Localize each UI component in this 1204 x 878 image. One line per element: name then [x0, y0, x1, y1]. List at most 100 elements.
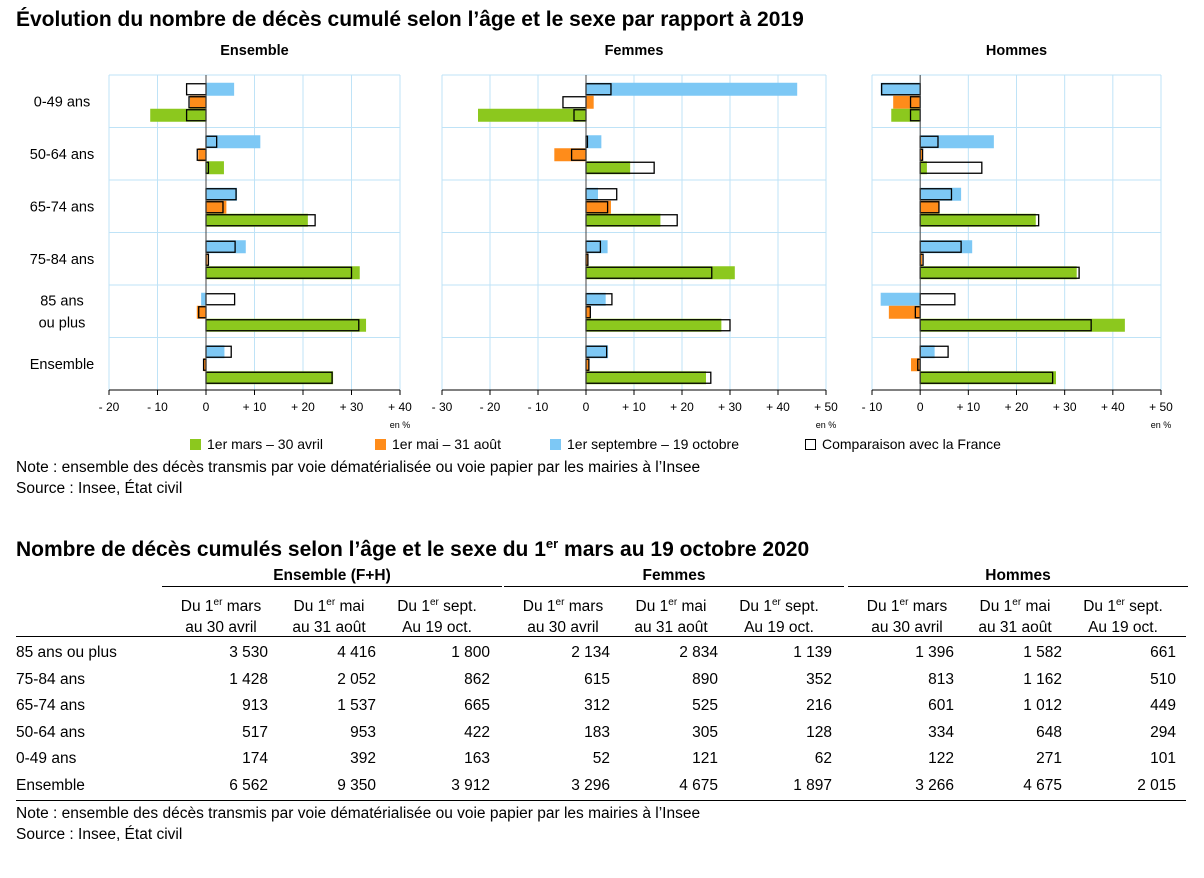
bar-sept — [206, 345, 225, 359]
table-cell: 128 — [806, 723, 832, 741]
x-tick-label: + 50 — [814, 400, 838, 414]
column-header-line2: Au 19 oct. — [402, 619, 472, 637]
legend-item: 1er mai – 31 août — [375, 436, 501, 452]
table-cell: 216 — [806, 697, 832, 714]
chart-source: Source : Insee, État civil — [16, 480, 183, 497]
bar-sept — [206, 187, 238, 201]
bar-france-outline — [919, 161, 983, 174]
table-column-header: Du 1er mai au 31 août — [274, 592, 384, 638]
table-cell: 3 296 — [571, 776, 610, 794]
table-column-header: Du 1er mai au 31 août — [616, 592, 726, 638]
column-header-line1: Du 1er sept. — [724, 592, 834, 617]
table-row: 65-74 ans 913 1 537 665 312 525 216 601 1 012 449 — [16, 693, 1186, 719]
category-label: 85 ans — [40, 293, 84, 309]
column-header-sup: er — [1012, 597, 1022, 608]
bar-mai — [893, 95, 921, 109]
row-label: 85 ans ou plus — [16, 644, 117, 661]
x-tick-label: + 30 — [340, 400, 364, 414]
legend-swatch — [190, 438, 201, 450]
bar-sept — [920, 135, 994, 149]
table-cell: 62 — [814, 750, 832, 767]
bar-mai — [206, 253, 208, 267]
table-title-main: Nombre de décès cumulés selon l’âge et l… — [16, 538, 546, 561]
x-tick-label: - 10 — [147, 400, 168, 414]
table-cell: 4 675 — [679, 776, 718, 794]
column-header-line1: Du 1er mars — [852, 592, 962, 617]
table-cell: 174 — [242, 750, 268, 767]
x-tick-label: + 20 — [670, 400, 694, 414]
table-cell: 2 052 — [337, 670, 376, 688]
table-note: Note : ensemble des décès transmis par v… — [16, 805, 701, 822]
column-header-line1: Du 1er sept. — [1068, 592, 1178, 617]
table-cell: 121 — [692, 750, 718, 767]
x-tick-label: 0 — [917, 400, 924, 414]
table-column-header: Du 1er sept. Au 19 oct. — [382, 592, 492, 638]
table-cell: 422 — [464, 723, 490, 741]
bar-mars — [586, 161, 631, 175]
bar-mai — [586, 253, 588, 267]
column-header-text: Du 1 — [293, 598, 327, 616]
column-header-line2: au 31 août — [634, 619, 708, 637]
unit-label: en % — [816, 420, 837, 430]
x-tick-label: + 20 — [291, 400, 315, 414]
table-cell: 3 266 — [915, 776, 954, 794]
column-header-text: Du 1 — [397, 598, 430, 616]
table-column-header: Du 1er mars au 30 avril — [508, 592, 618, 638]
legend-item: 1er mars – 30 avril — [190, 436, 323, 452]
bar-mars — [586, 371, 706, 385]
chart-title: Évolution du nombre de décès cumulé selo… — [16, 8, 804, 31]
column-header-line2: au 30 avril — [185, 619, 257, 637]
table-row: 75-84 ans 1 428 2 052 862 615 890 352 813 1 162 5… — [16, 667, 1186, 693]
bar-mai — [911, 358, 921, 372]
panel-title: Ensemble — [220, 43, 289, 59]
table-cell: 449 — [1150, 697, 1176, 714]
table-group-header: Femmes — [504, 566, 844, 587]
column-header-text: mai — [677, 598, 707, 616]
table-cell: 6 562 — [229, 776, 268, 794]
x-tick-label: + 10 — [243, 400, 267, 414]
column-header-line2: au 31 août — [292, 619, 366, 637]
legend-item: Comparaison avec la France — [805, 436, 1001, 452]
bar-sept — [586, 135, 602, 149]
table-cell: 1 428 — [229, 670, 268, 688]
x-tick-label: - 10 — [862, 400, 883, 414]
table-cell: 890 — [692, 670, 718, 688]
table-row: Ensemble 6 562 9 350 3 912 3 296 4 675 1 897 3 … — [16, 773, 1186, 799]
column-header-sup: er — [771, 597, 781, 608]
unit-label: en % — [1151, 420, 1172, 430]
column-header-line2: au 31 août — [978, 619, 1052, 637]
row-label: 50-64 ans — [16, 723, 85, 741]
row-label: 65-74 ans — [16, 697, 85, 714]
table-cell: 392 — [350, 750, 376, 767]
bar-sept — [206, 240, 246, 254]
table-cell: 4 416 — [337, 644, 376, 661]
column-header-line2: au 30 avril — [527, 619, 599, 637]
column-header-text: Du 1 — [739, 598, 772, 616]
table-cell: 122 — [928, 750, 954, 767]
table-cell: 1 800 — [451, 644, 490, 661]
table-cell: 648 — [1036, 723, 1062, 741]
unit-label: en % — [390, 420, 411, 430]
x-tick-label: - 10 — [528, 400, 549, 414]
column-header-line2: Au 19 oct. — [744, 619, 814, 637]
column-header-line2: Au 19 oct. — [1088, 619, 1158, 637]
table-column-header: Du 1er sept. Au 19 oct. — [724, 592, 834, 638]
table-cell: 52 — [592, 750, 610, 767]
table-column-header: Du 1er mai au 31 août — [960, 592, 1070, 638]
column-header-text: mai — [335, 598, 365, 616]
legend-swatch — [550, 438, 561, 450]
legend-item: 1er septembre – 19 octobre — [550, 436, 739, 452]
x-tick-label: + 20 — [1005, 400, 1029, 414]
bar-mars — [586, 213, 661, 227]
column-header-line1: Du 1er mai — [274, 592, 384, 617]
legend-label: 1er mars – 30 avril — [207, 436, 323, 452]
bar-mai — [586, 358, 589, 372]
column-header-text: sept. — [1124, 598, 1163, 616]
table-cell: 271 — [1036, 750, 1062, 767]
table-group-header: Ensemble (F+H) — [162, 566, 502, 587]
row-label: Ensemble — [16, 776, 85, 794]
table-cell: 862 — [464, 670, 490, 688]
bar-france-outline — [562, 96, 587, 109]
table-title-sup: er — [545, 536, 559, 551]
column-header-text: mars — [564, 598, 604, 616]
